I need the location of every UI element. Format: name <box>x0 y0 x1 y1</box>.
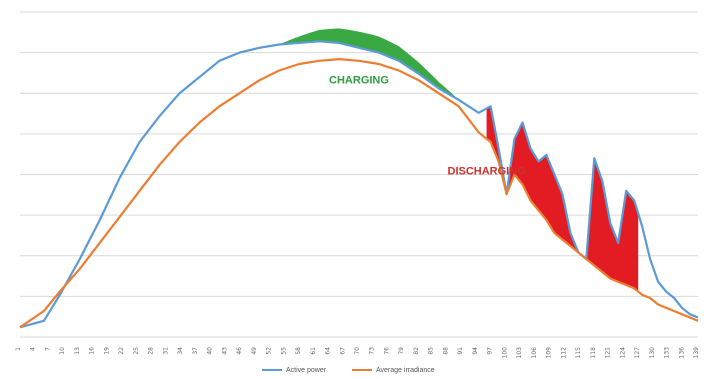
x-tick-label: 88 <box>442 347 449 355</box>
x-tick-label: 100 <box>501 347 508 359</box>
gridlines <box>20 11 698 338</box>
x-tick-label: 37 <box>192 347 199 355</box>
x-tick-label: 109 <box>546 347 553 359</box>
x-tick-label: 85 <box>428 347 435 355</box>
x-tick-label: 46 <box>236 347 243 355</box>
x-tick-label: 73 <box>369 347 376 355</box>
x-tick-label: 67 <box>339 347 346 355</box>
x-tick-label: 91 <box>457 347 464 355</box>
x-tick-label: 106 <box>531 347 538 359</box>
annotation-discharging: DISCHARGING <box>448 166 526 178</box>
annotations: CHARGING DISCHARGING <box>329 75 526 178</box>
x-tick-label: 4 <box>30 347 37 351</box>
legend: Active power Average irradiance <box>262 367 435 374</box>
x-tick-label: 52 <box>266 347 273 355</box>
series-lines <box>19 40 699 329</box>
x-tick-label: 121 <box>605 347 612 359</box>
x-tick-label: 97 <box>487 347 494 355</box>
x-tick-label: 115 <box>575 347 582 359</box>
series-line-active-power <box>19 40 699 329</box>
x-tick-label: 76 <box>383 347 390 355</box>
annotation-charging: CHARGING <box>329 75 389 87</box>
x-tick-label: 130 <box>649 347 656 359</box>
x-tick-label: 13 <box>74 347 81 355</box>
x-tick-label: 1 <box>15 347 22 351</box>
legend-label: Active power <box>286 367 327 374</box>
x-tick-label: 112 <box>560 347 567 359</box>
x-tick-label: 127 <box>634 347 641 359</box>
legend-label: Average irradiance <box>376 367 435 374</box>
x-tick-label: 79 <box>398 347 405 355</box>
x-tick-label: 40 <box>207 347 214 355</box>
x-tick-label: 118 <box>590 347 597 359</box>
x-tick-label: 70 <box>354 347 361 355</box>
series-line-average-irradiance <box>19 58 699 329</box>
x-tick-label: 31 <box>162 347 169 355</box>
x-tick-label: 103 <box>516 347 523 359</box>
x-tick-label: 124 <box>619 347 626 359</box>
x-tick-label: 82 <box>413 347 420 355</box>
x-tick-label: 10 <box>59 347 66 355</box>
x-tick-label: 49 <box>251 347 258 355</box>
x-tick-label: 43 <box>221 347 228 355</box>
x-tick-label: 28 <box>148 347 155 355</box>
x-tick-label: 16 <box>89 347 96 355</box>
x-tick-label: 7 <box>44 347 51 351</box>
x-tick-label: 34 <box>177 347 184 355</box>
charging-area <box>279 28 459 100</box>
x-tick-label: 64 <box>325 347 332 355</box>
x-tick-label: 61 <box>310 347 317 355</box>
x-tick-label: 133 <box>664 347 671 359</box>
x-tick-label: 22 <box>118 347 125 355</box>
x-tick-label: 55 <box>280 347 287 355</box>
x-tick-labels: 1 4 7 10 13 16 19 22 25 28 31 34 37 40 43 46 49 52 55 58 61 6… <box>15 347 700 359</box>
x-tick-label: 58 <box>295 347 302 355</box>
x-tick-label: 19 <box>103 347 110 355</box>
x-tick-label: 139 <box>693 347 700 359</box>
area-fills <box>279 28 639 292</box>
x-tick-label: 94 <box>472 347 479 355</box>
x-tick-label: 136 <box>678 347 685 359</box>
x-tick-label: 25 <box>133 347 140 355</box>
